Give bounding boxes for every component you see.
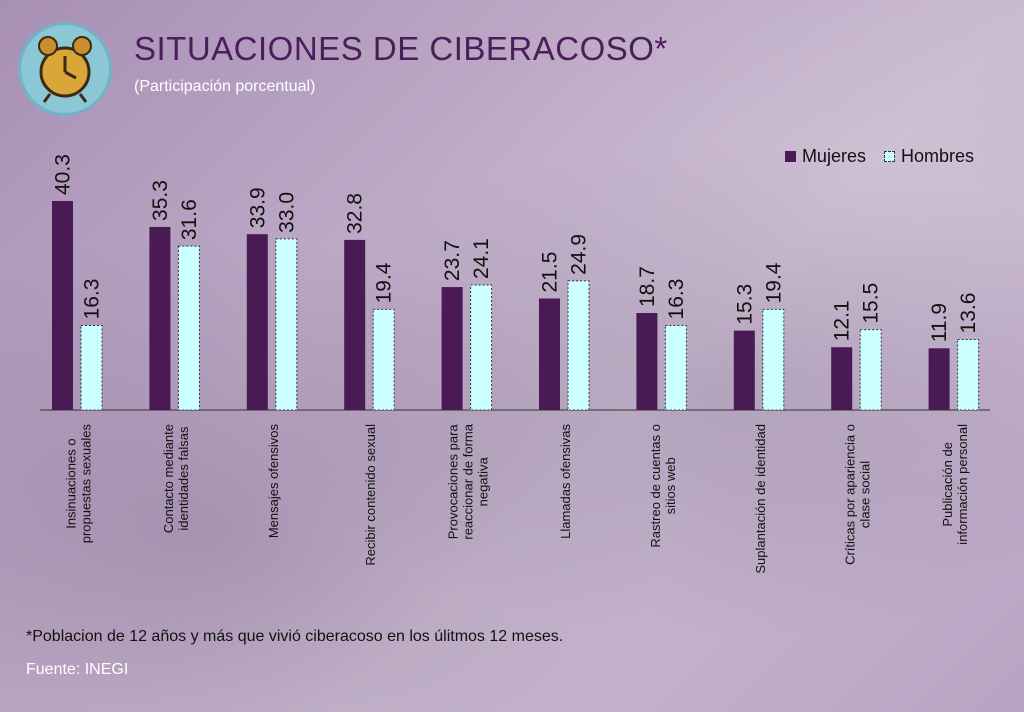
category-label-line: Publicación de xyxy=(940,442,955,527)
value-label-mujeres-7: 15.3 xyxy=(733,284,756,325)
bar-hombres-9 xyxy=(957,338,980,411)
category-label-4: Provocaciones para reaccionar de forma neg… xyxy=(446,423,491,539)
footnote: *Poblacion de 12 años y más que vivió ci… xyxy=(26,628,564,645)
category-label-line: Rastreo de cuentas o xyxy=(648,424,663,548)
value-label-mujeres-4: 23.7 xyxy=(441,240,464,281)
category-label-line: Llamadas ofensivas xyxy=(558,424,573,539)
legend: Mujeres Hombres xyxy=(775,146,974,167)
category-label-9: Publicación de información personal xyxy=(940,424,970,545)
category-label-line: identidades falsas xyxy=(176,426,191,531)
bar-mujeres-7 xyxy=(733,330,755,410)
value-label-hombres-1: 31.6 xyxy=(178,199,201,240)
bar-mujeres-5 xyxy=(539,298,560,410)
value-label-mujeres-3: 32.8 xyxy=(344,193,367,234)
category-label-line: sitios web xyxy=(663,457,678,514)
value-label-hombres-4: 24.1 xyxy=(470,238,493,279)
category-label-line: información personal xyxy=(955,424,970,545)
category-label-line: propuestas sexuales xyxy=(79,424,94,544)
value-label-mujeres-6: 18.7 xyxy=(636,266,659,307)
value-label-hombres-9: 13.6 xyxy=(957,293,980,334)
bar-hombres-4 xyxy=(470,284,493,411)
value-label-mujeres-2: 33.9 xyxy=(246,187,269,228)
bar-mujeres-3 xyxy=(344,239,366,410)
bar-hombres-6 xyxy=(664,324,687,411)
source-note: Fuente: INEGI xyxy=(26,661,129,678)
value-label-mujeres-9: 11.9 xyxy=(928,303,951,342)
category-label-line: Críticas por apariencia o xyxy=(843,424,858,565)
legend-label-hombres: Hombres xyxy=(900,146,974,166)
category-label-line: Insinuaciones o xyxy=(64,438,79,528)
category-label-line: Recibir contenido sexual xyxy=(363,424,378,566)
bar-mujeres-9 xyxy=(928,348,950,410)
bar-mujeres-4 xyxy=(441,287,463,410)
legend-swatch-mujeres xyxy=(784,151,796,162)
chart-title: SITUACIONES DE CIBERACOSO* xyxy=(134,30,668,67)
bar-mujeres-2 xyxy=(246,234,268,410)
value-label-hombres-0: 16.3 xyxy=(81,279,104,320)
legend-swatch-hombres xyxy=(883,151,895,162)
legend-label-mujeres: Mujeres xyxy=(801,146,866,166)
bar-hombres-3 xyxy=(372,308,395,411)
bar-hombres-2 xyxy=(275,238,298,411)
category-label-6: Rastreo de cuentas o sitios web xyxy=(648,424,678,548)
value-label-mujeres-5: 21.5 xyxy=(539,252,562,293)
category-label-line: Mensajes ofensivos xyxy=(266,424,281,539)
category-label-line: Suplantación de identidad xyxy=(753,424,768,574)
category-label-8: Críticas por apariencia o clase social xyxy=(843,424,873,565)
bar-hombres-7 xyxy=(762,308,785,411)
bar-mujeres-6 xyxy=(636,313,658,410)
category-label-line: reaccionar de forma xyxy=(461,423,476,539)
bar-hombres-5 xyxy=(567,280,590,411)
value-label-hombres-5: 24.9 xyxy=(568,234,591,275)
value-label-hombres-2: 33.0 xyxy=(275,192,298,233)
bar-mujeres-0 xyxy=(52,201,73,410)
bar-mujeres-8 xyxy=(831,347,853,410)
category-label-line: clase social xyxy=(858,461,873,528)
value-label-hombres-8: 15.5 xyxy=(860,283,883,324)
alarm-clock-logo-icon xyxy=(18,22,112,116)
legend-item-mujeres: Mujeres xyxy=(784,146,866,167)
category-label-line: Provocaciones para xyxy=(446,424,461,540)
value-label-hombres-6: 16.3 xyxy=(665,279,688,320)
category-label-2: Mensajes ofensivos xyxy=(266,424,281,539)
value-label-hombres-7: 19.4 xyxy=(762,262,785,303)
legend-item-hombres: Hombres xyxy=(883,146,974,167)
category-label-0: Insinuaciones o propuestas sexuales xyxy=(64,424,94,544)
value-label-hombres-3: 19.4 xyxy=(373,262,396,303)
category-label-line: negativa xyxy=(476,456,491,506)
value-label-mujeres-0: 40.3 xyxy=(52,154,75,195)
category-label-5: Llamadas ofensivas xyxy=(558,424,573,539)
category-label-3: Recibir contenido sexual xyxy=(363,424,378,566)
chart-subtitle: (Participación porcentual) xyxy=(134,78,316,95)
category-label-1: Contacto mediante identidades falsas xyxy=(161,424,191,533)
category-label-line: Contacto mediante xyxy=(161,424,176,533)
category-label-7: Suplantación de identidad xyxy=(753,424,768,574)
value-label-mujeres-1: 35.3 xyxy=(149,180,172,221)
value-label-mujeres-8: 12.1 xyxy=(831,300,854,341)
bar-hombres-8 xyxy=(859,329,882,411)
bar-hombres-0 xyxy=(80,324,103,411)
bar-hombres-1 xyxy=(177,245,200,411)
bar-mujeres-1 xyxy=(149,226,171,410)
